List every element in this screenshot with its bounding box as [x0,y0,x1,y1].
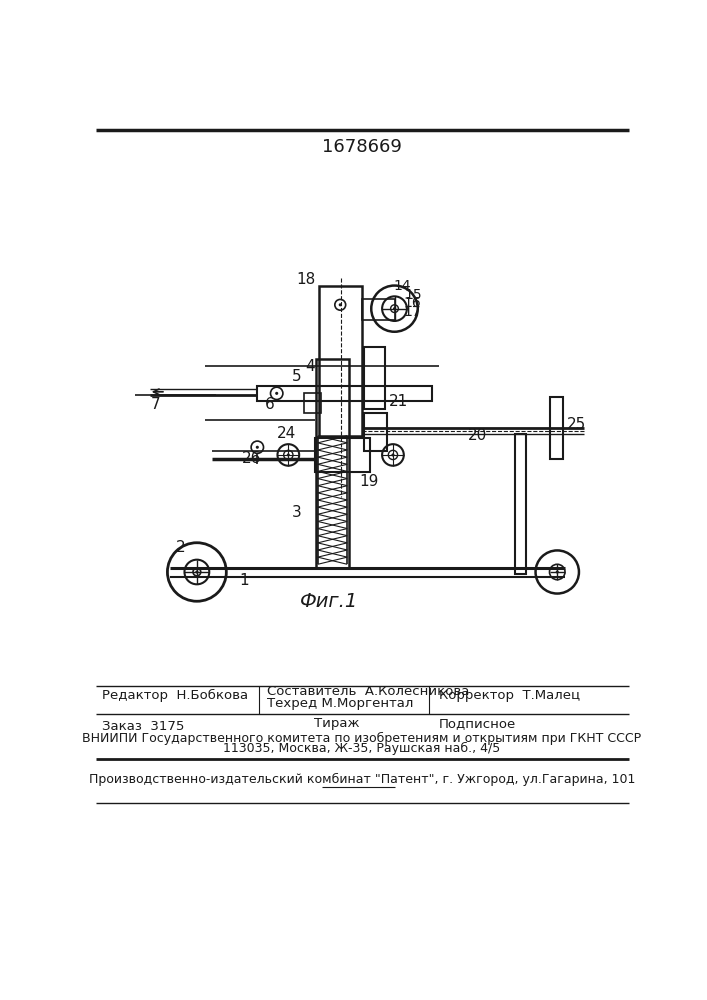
Text: 24: 24 [276,426,296,441]
Bar [320,286,362,436]
Circle shape [195,570,199,574]
Text: 5: 5 [292,369,302,384]
Text: Фиг.1: Фиг.1 [300,592,358,611]
Text: Техред М.Моргентал: Техред М.Моргентал [267,697,413,710]
Circle shape [287,453,290,456]
Text: 21: 21 [389,394,409,409]
Text: Производственно-издательский комбинат "Патент", г. Ужгород, ул.Гагарина, 101: Производственно-издательский комбинат "П… [89,773,635,786]
Text: 2: 2 [176,540,185,555]
Circle shape [393,307,396,310]
Text: Тираж: Тираж [314,717,359,730]
Text: 1678669: 1678669 [322,138,402,156]
Bar [315,438,370,472]
Text: 15: 15 [404,288,422,302]
Text: 25: 25 [567,417,587,432]
Text: Подписное: Подписное [438,717,516,730]
Text: ВНИИПИ Государственного комитета по изобретениям и открытиям при ГКНТ СССР: ВНИИПИ Государственного комитета по изоб… [83,732,641,745]
Circle shape [275,392,279,395]
Circle shape [339,303,341,306]
Circle shape [256,446,259,449]
Text: 7: 7 [151,397,160,412]
Bar [316,359,349,568]
Text: 3: 3 [292,505,301,520]
Bar [549,397,563,459]
Text: 113035, Москва, Ж-35, Раушская наб., 4/5: 113035, Москва, Ж-35, Раушская наб., 4/5 [223,742,501,755]
Text: 16: 16 [404,296,421,310]
Text: 1: 1 [240,573,249,588]
Text: 14: 14 [393,279,411,293]
Text: Составитель  А.Колесникова: Составитель А.Колесникова [267,685,469,698]
Text: 18: 18 [296,272,315,287]
Circle shape [392,453,395,456]
Text: Заказ  3175: Заказ 3175 [103,720,185,733]
Bar [257,386,432,401]
Bar [515,434,526,574]
Bar [362,299,395,320]
Bar [363,347,385,409]
Text: 17: 17 [404,306,421,320]
Text: 6: 6 [265,397,275,412]
Text: 19: 19 [360,474,379,489]
Circle shape [556,570,559,574]
Text: 20: 20 [468,428,487,443]
Bar [363,413,387,451]
Text: 4: 4 [305,359,315,374]
Text: Редактор  Н.Бобкова: Редактор Н.Бобкова [103,689,248,702]
Bar [304,393,321,413]
Text: Корректор  Т.Малец: Корректор Т.Малец [438,689,580,702]
Text: 26: 26 [242,451,261,466]
